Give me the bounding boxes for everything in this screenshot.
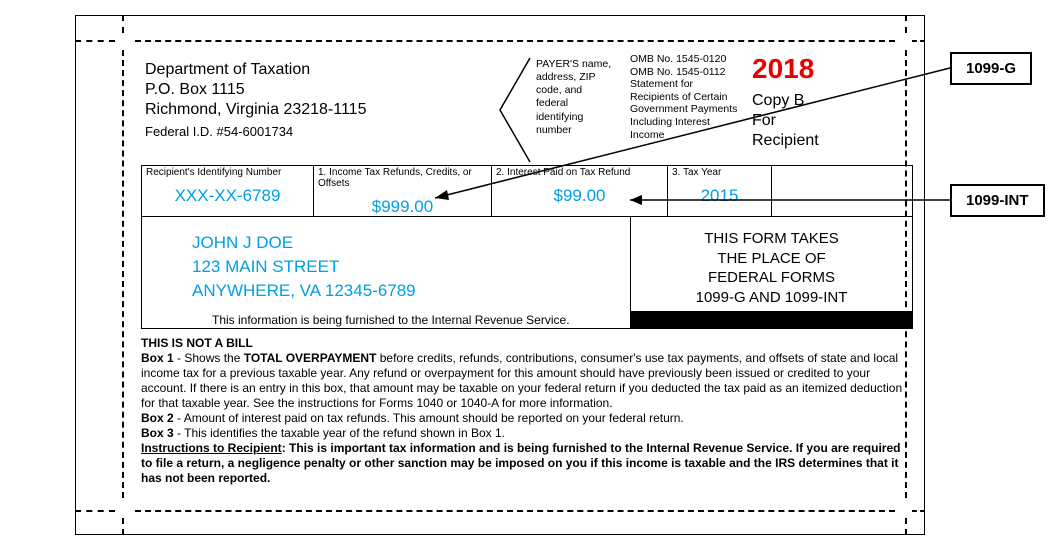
notice-l1: THIS FORM TAKES	[631, 229, 912, 249]
instructions-block: THIS IS NOT A BILL Box 1 - Shows the TOT…	[141, 336, 913, 486]
notice-l3: FEDERAL FORMS	[631, 268, 912, 288]
omb-l1: OMB No. 1545-0120	[630, 53, 740, 66]
recipient-street: 123 MAIN STREET	[192, 255, 416, 279]
box-value: XXX-XX-6789	[146, 186, 309, 206]
b1-sep: - Shows the	[174, 351, 244, 365]
cropmark	[122, 50, 124, 498]
payer-label: PAYER'S name, address, ZIP code, and fed…	[536, 58, 616, 137]
form-year: 2018	[752, 53, 814, 85]
cropmark	[75, 510, 115, 512]
callout-1099int: 1099-INT	[950, 184, 1045, 217]
payer-csz: Richmond, Virginia 23218-1115	[145, 100, 366, 120]
stage: Department of Taxation P.O. Box 1115 Ric…	[0, 0, 1062, 549]
b2-body: - Amount of interest paid on tax refunds…	[174, 411, 684, 425]
cropmark	[135, 510, 895, 512]
notice-l2: THE PLACE OF	[631, 249, 912, 269]
form-notice: THIS FORM TAKES THE PLACE OF FEDERAL FOR…	[630, 217, 912, 311]
b1-total: TOTAL OVERPAYMENT	[244, 351, 377, 365]
box-2-interest: 2. Interest Paid on Tax Refund $99.00	[492, 166, 668, 216]
furnished-text: This information is being furnished to t…	[212, 313, 570, 327]
box-3-taxyear: 3. Tax Year 2015	[668, 166, 772, 216]
cropmark	[135, 40, 895, 42]
box2-text: Box 2 - Amount of interest paid on tax r…	[141, 411, 913, 426]
box-label: Recipient's Identifying Number	[146, 167, 309, 178]
copy-l2: For	[752, 111, 819, 131]
cropmark	[905, 518, 907, 535]
box-recipient-id: Recipient's Identifying Number XXX-XX-67…	[142, 166, 314, 216]
b2-head: Box 2	[141, 411, 174, 425]
payer-block: Department of Taxation P.O. Box 1115 Ric…	[145, 60, 366, 140]
notice-l4: 1099-G AND 1099-INT	[631, 288, 912, 308]
box1-text: Box 1 - Shows the TOTAL OVERPAYMENT befo…	[141, 351, 913, 411]
cropmark	[905, 15, 907, 33]
recipient-block: JOHN J DOE 123 MAIN STREET ANYWHERE, VA …	[192, 231, 416, 302]
omb-l3: Statement for Recipients of Certain Gove…	[630, 78, 740, 141]
cropmark	[912, 510, 925, 512]
payer-fedid: Federal I.D. #54-6001734	[145, 124, 366, 140]
cropmark	[912, 40, 925, 42]
b1-head: Box 1	[141, 351, 174, 365]
black-bar	[630, 311, 912, 329]
box-row: Recipient's Identifying Number XXX-XX-67…	[141, 165, 913, 217]
copy-l1: Copy B	[752, 91, 819, 111]
instr-head: Instructions to Recipient	[141, 441, 282, 455]
box-spare	[772, 166, 911, 216]
box-label: 2. Interest Paid on Tax Refund	[496, 167, 663, 178]
box-1-refunds: 1. Income Tax Refunds, Credits, or Offse…	[314, 166, 492, 216]
recipient-csz: ANYWHERE, VA 12345-6789	[192, 279, 416, 303]
b3-body: - This identifies the taxable year of th…	[174, 426, 505, 440]
box-value: 2015	[672, 186, 767, 206]
payer-name: Department of Taxation	[145, 60, 366, 80]
cropmark	[122, 15, 124, 33]
omb-l2: OMB No. 1545-0112	[630, 66, 740, 79]
box3-text: Box 3 - This identifies the taxable year…	[141, 426, 913, 441]
payer-po: P.O. Box 1115	[145, 80, 366, 100]
box-label: 1. Income Tax Refunds, Credits, or Offse…	[318, 167, 487, 189]
cropmark	[75, 40, 115, 42]
copy-block: Copy B For Recipient	[752, 91, 819, 151]
copy-l3: Recipient	[752, 131, 819, 151]
callout-1099g: 1099-G	[950, 52, 1032, 85]
omb-block: OMB No. 1545-0120 OMB No. 1545-0112 Stat…	[630, 53, 740, 141]
cropmark	[122, 518, 124, 535]
b3-head: Box 3	[141, 426, 174, 440]
mid-row: JOHN J DOE 123 MAIN STREET ANYWHERE, VA …	[141, 217, 913, 329]
recipient-name: JOHN J DOE	[192, 231, 416, 255]
box-value: $999.00	[318, 197, 487, 217]
box-label: 3. Tax Year	[672, 167, 767, 178]
not-a-bill: THIS IS NOT A BILL	[141, 336, 913, 351]
box-value: $99.00	[496, 186, 663, 206]
recipient-instructions: Instructions to Recipient: This is impor…	[141, 441, 913, 486]
